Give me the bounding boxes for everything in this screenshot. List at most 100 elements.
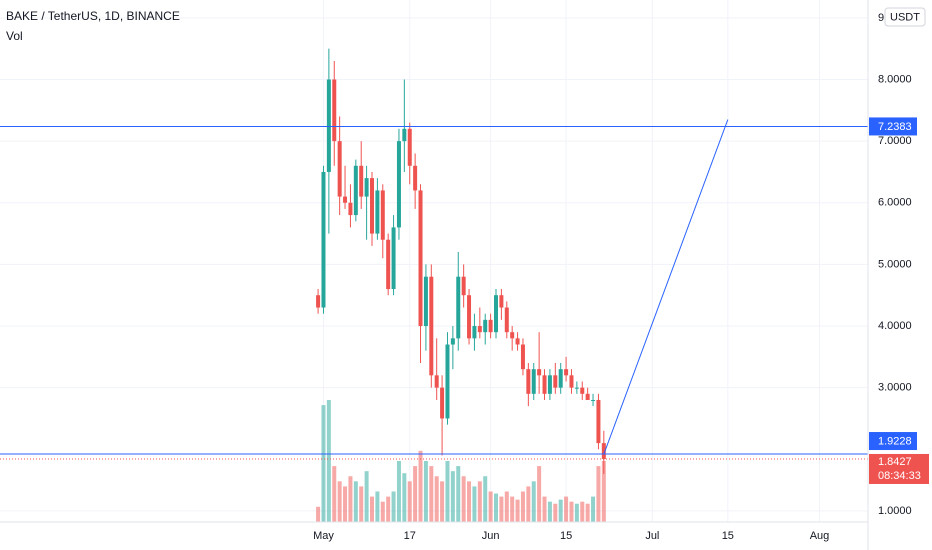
- last-price-label: 1.8427: [878, 456, 912, 468]
- candle-body: [472, 326, 477, 339]
- candle-body: [370, 178, 374, 234]
- candle-body: [531, 369, 536, 394]
- candle-body: [456, 276, 461, 339]
- volume-bar: [450, 471, 455, 522]
- candle-body: [364, 178, 369, 197]
- candle-body: [461, 276, 466, 296]
- volume-bar: [483, 476, 488, 522]
- candle-body: [569, 375, 574, 388]
- candle-body: [445, 344, 450, 419]
- volume-bar: [558, 499, 563, 522]
- volume-bar: [472, 486, 477, 522]
- volume-bar: [418, 450, 423, 522]
- price-label: 1.9228: [878, 435, 912, 447]
- volume-bar: [348, 476, 353, 522]
- volume-bar: [359, 486, 364, 522]
- candle-body: [499, 295, 504, 308]
- volume-bar: [461, 476, 466, 522]
- candle-body: [348, 202, 353, 216]
- candle-body: [396, 141, 401, 228]
- volume-bar: [547, 501, 552, 522]
- candle-body: [353, 165, 358, 216]
- candle-body: [547, 375, 552, 394]
- price-label: 7.2383: [878, 121, 912, 133]
- volume-bar: [343, 486, 348, 522]
- candle-body: [440, 387, 445, 419]
- volume-bar: [564, 496, 569, 522]
- candle-body: [477, 326, 482, 333]
- volume-bar: [596, 466, 601, 522]
- volume-bar: [402, 473, 407, 522]
- volume-bar: [591, 496, 596, 522]
- candle-body: [515, 338, 520, 345]
- volume-bar: [396, 461, 401, 522]
- candle-body: [402, 128, 407, 142]
- candle-body: [488, 319, 493, 333]
- volume-bar: [569, 501, 574, 522]
- volume-bar: [375, 491, 380, 522]
- candle-body: [407, 128, 412, 166]
- trend-line: [603, 119, 729, 455]
- volume-bar: [494, 493, 498, 522]
- candle-body: [386, 239, 391, 290]
- volume-bar: [326, 400, 331, 522]
- candle-body: [429, 276, 434, 376]
- candle-body: [337, 141, 342, 197]
- volume-bar: [423, 461, 428, 522]
- candle-body: [537, 369, 542, 376]
- candle-body: [526, 369, 531, 394]
- time-axis-bg: [0, 522, 868, 550]
- volume-bar: [456, 466, 461, 522]
- candle-body: [483, 319, 488, 333]
- y-tick-label: 1.0000: [878, 505, 912, 517]
- candle-body: [494, 295, 498, 333]
- candle-body: [423, 276, 428, 327]
- volume-bar: [585, 503, 590, 522]
- volume-bar: [580, 501, 585, 522]
- candle-body: [591, 399, 596, 401]
- volume-bar: [316, 506, 321, 522]
- candle-body: [580, 387, 585, 394]
- volume-bar: [429, 466, 434, 522]
- candle-body: [520, 344, 525, 370]
- volume-bar: [370, 496, 374, 522]
- x-tick-label: 15: [722, 530, 734, 542]
- x-tick-label: Aug: [810, 530, 830, 542]
- volume-bar: [445, 461, 450, 522]
- y-tick-label: 7.0000: [878, 135, 912, 147]
- volume-bar: [542, 496, 547, 522]
- candle-body: [564, 369, 569, 376]
- volume-bar: [391, 491, 396, 522]
- volume-bar: [380, 501, 385, 522]
- candle-body: [542, 375, 547, 394]
- y-tick-label: 8.0000: [878, 73, 912, 85]
- volume-bar: [467, 481, 472, 522]
- candle-body: [418, 190, 423, 327]
- volume-bar: [477, 481, 482, 522]
- candle-body: [391, 227, 396, 290]
- volume-bar: [413, 466, 418, 522]
- candle-body: [359, 165, 364, 197]
- candle-body: [467, 295, 472, 339]
- price-label-bg: [869, 117, 917, 136]
- candle-body: [413, 165, 418, 191]
- volume-bar: [332, 466, 337, 522]
- volume-bar: [364, 471, 369, 522]
- candle-body: [343, 196, 348, 203]
- candle-body: [553, 375, 558, 388]
- volume-bar: [526, 486, 531, 522]
- candle-body: [585, 393, 590, 400]
- currency-badge[interactable]: [884, 7, 926, 27]
- candle-body: [504, 307, 509, 333]
- chart-title: BAKE / TetherUS, 1D, BINANCE: [6, 9, 180, 23]
- candle-body: [558, 369, 563, 388]
- volume-bar: [499, 496, 504, 522]
- candle-body: [601, 443, 606, 459]
- candle-body: [316, 295, 321, 308]
- volume-bar: [440, 481, 445, 522]
- currency-label[interactable]: USDT: [890, 11, 920, 23]
- volume-bar: [386, 496, 391, 522]
- volume-bar: [515, 499, 520, 522]
- volume-bar: [520, 491, 525, 522]
